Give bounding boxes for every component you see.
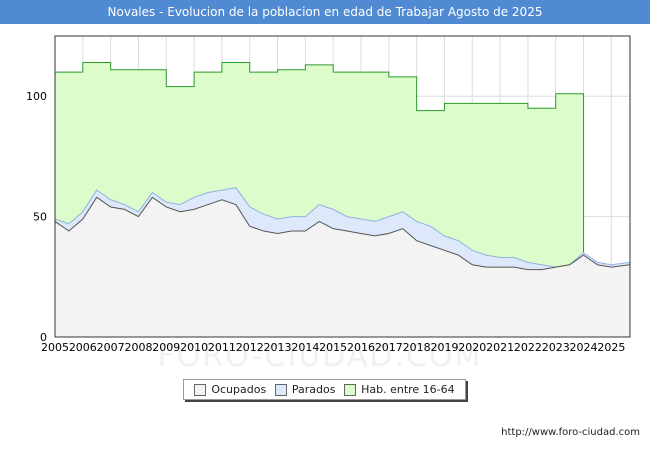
- plot-frame: [54, 35, 631, 338]
- x-tick-label-2019: 2019: [430, 341, 458, 354]
- y-tick-label-100: 100: [26, 90, 47, 103]
- x-tick-label-2005: 2005: [41, 341, 69, 354]
- legend-swatch-ocupados: [194, 383, 207, 396]
- x-tick-label-2014: 2014: [291, 341, 319, 354]
- x-tick-label-2016: 2016: [347, 341, 375, 354]
- y-tick-label-0: 0: [40, 331, 47, 344]
- x-tick-label-2020: 2020: [458, 341, 486, 354]
- watermark: FORO-CIUDAD.COM: [158, 339, 483, 374]
- x-tick-label-2018: 2018: [403, 341, 431, 354]
- x-tick-label-2012: 2012: [236, 341, 264, 354]
- x-tick-label-2023: 2023: [542, 341, 570, 354]
- series-line-hab: [55, 61, 585, 337]
- legend-label-hab: Hab. entre 16-64: [361, 383, 455, 396]
- legend-swatch-hab: [344, 383, 357, 396]
- x-tick-label-2008: 2008: [124, 341, 152, 354]
- source-link[interactable]: http://www.foro-ciudad.com: [501, 427, 640, 438]
- legend-item-hab: Hab. entre 16-64: [344, 383, 455, 396]
- series-line-parados: [54, 187, 631, 268]
- legend-item-ocupados: Ocupados: [194, 383, 266, 396]
- x-tick-label-2011: 2011: [208, 341, 236, 354]
- chart-canvas: FORO-CIUDAD.COM 2005 2006 2007 2008 2009 2010…: [26, 35, 631, 374]
- series-area-ocupados: [55, 197, 630, 337]
- x-tick-label-2015: 2015: [319, 341, 347, 354]
- series-line-ocupados: [54, 196, 631, 271]
- chart-title: Novales - Evolucion de la poblacion en e…: [0, 0, 650, 24]
- x-tick-label-2022: 2022: [514, 341, 542, 354]
- x-tick-label-2013: 2013: [264, 341, 292, 354]
- legend-swatch-parados: [274, 383, 287, 396]
- x-tick-label-2009: 2009: [152, 341, 180, 354]
- x-tick-label-2010: 2010: [180, 341, 208, 354]
- legend-label-parados: Parados: [291, 383, 336, 396]
- x-tick-label-2024: 2024: [570, 341, 598, 354]
- x-tick-label-2017: 2017: [375, 341, 403, 354]
- x-tick-label-2006: 2006: [69, 341, 97, 354]
- x-tick-label-2025: 2025: [597, 341, 625, 354]
- x-tick-label-2021: 2021: [486, 341, 514, 354]
- y-tick-label-50: 50: [33, 211, 47, 224]
- legend: Ocupados Parados Hab. entre 16-64: [183, 379, 466, 400]
- legend-item-parados: Parados: [274, 383, 336, 396]
- legend-label-ocupados: Ocupados: [211, 383, 267, 396]
- x-tick-label-2007: 2007: [97, 341, 125, 354]
